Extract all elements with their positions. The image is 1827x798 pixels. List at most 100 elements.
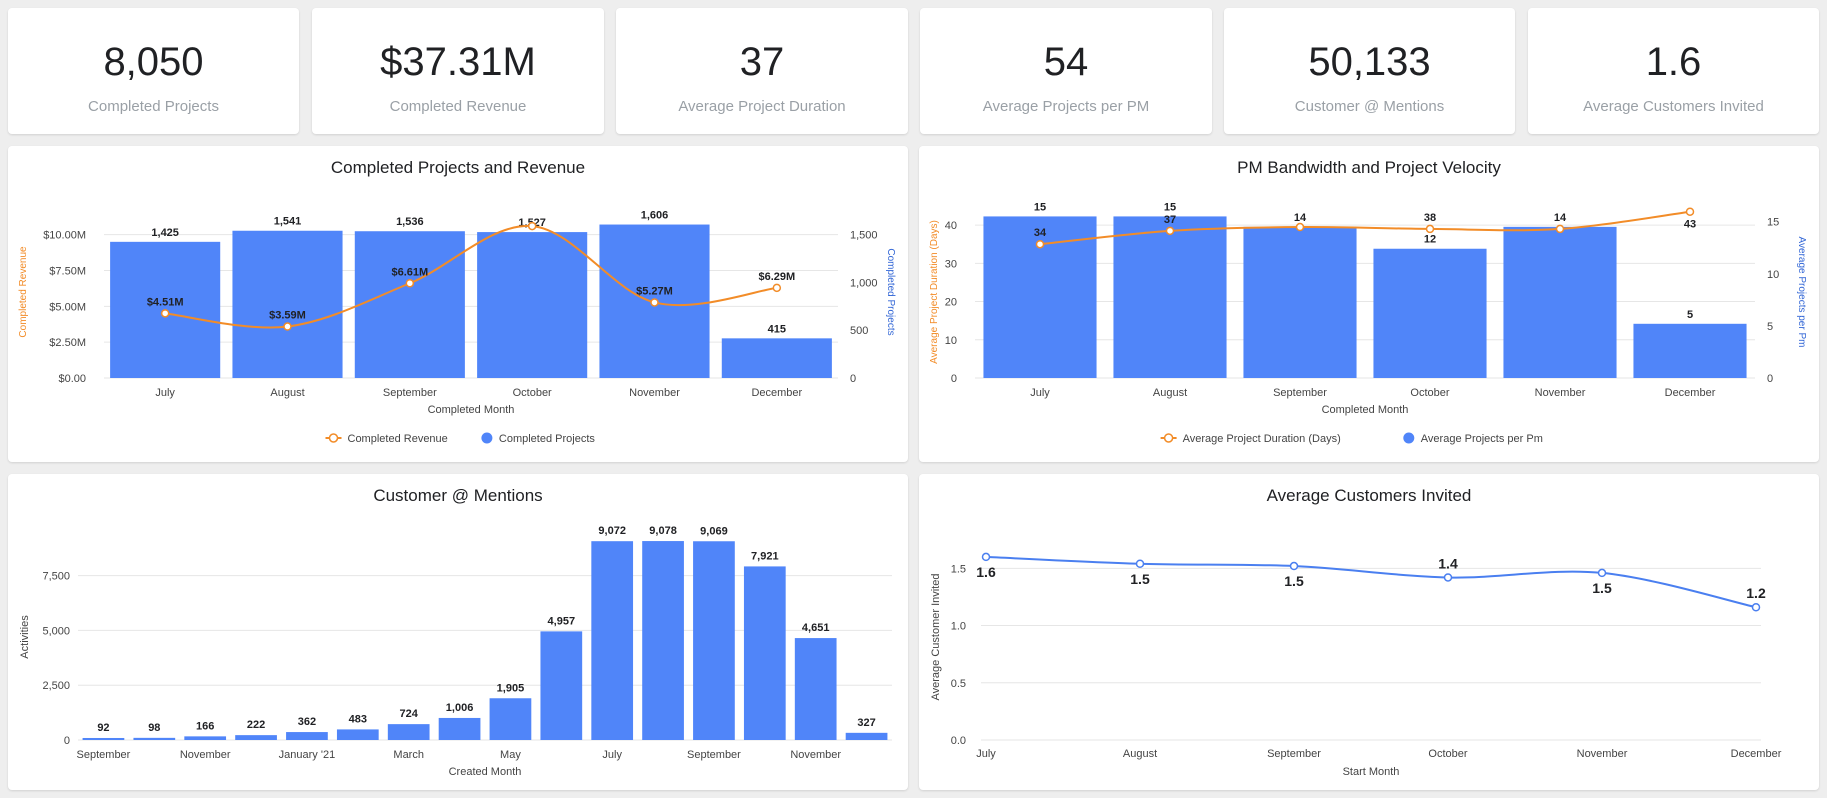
bar — [1243, 226, 1357, 378]
line-data-label: 34 — [1034, 227, 1047, 239]
line-point — [1135, 559, 1145, 569]
y-tick-label-right: 15 — [1767, 217, 1779, 229]
line-data-label: 1.4 — [1438, 555, 1458, 571]
kpi-value: 50,133 — [1308, 40, 1431, 84]
y-tick-label-left: $5.00M — [49, 301, 86, 313]
kpi-card-average-customers-invited: 1.6 Average Customers Invited — [1528, 8, 1819, 134]
y-tick-label-left: $10.00M — [43, 230, 86, 242]
line-point — [1597, 568, 1607, 578]
x-tick-label: November — [1535, 387, 1586, 399]
legend-label: Average Project Duration (Days) — [1183, 433, 1341, 445]
x-tick-label: July — [1030, 387, 1050, 399]
kpi-label: Average Customers Invited — [1583, 98, 1764, 115]
panel-pm-bandwidth: PM Bandwidth and Project Velocity 0 10 20 3… — [919, 146, 1819, 462]
panel-customer-mentions: Customer @ Mentions 0 2,500 5,000 7,500 92 98… — [8, 474, 908, 790]
bar — [693, 541, 735, 740]
x-axis-title: Completed Month — [428, 404, 515, 416]
kpi-value: $37.31M — [380, 40, 536, 84]
line-data-label: 1.5 — [1592, 580, 1612, 596]
y-tick-label-right: 10 — [1767, 269, 1779, 281]
x-tick-label: July — [155, 387, 175, 399]
line-data-label: 1.5 — [1284, 573, 1304, 589]
kpi-card-completed-projects: 8,050 Completed Projects — [8, 8, 299, 134]
bar — [540, 631, 583, 740]
y-axis-title-left: Average Project Duration (Days) — [929, 220, 940, 364]
bar-data-label: 1,905 — [497, 682, 525, 694]
x-tick-label: July — [976, 748, 996, 760]
line-data-label: 1.5 — [1130, 571, 1150, 587]
y-tick-label: 5,000 — [42, 625, 70, 637]
y-tick-label: 1.5 — [951, 563, 966, 575]
bar — [336, 729, 379, 740]
y-tick-label-left: 30 — [945, 258, 957, 270]
x-tick-label: September — [687, 749, 741, 761]
bar-data-label: 1,536 — [396, 216, 424, 228]
chart-pm-bandwidth: 0 10 20 30 40 0 5 10 15 15 July 15 August 14 September… — [929, 201, 1807, 445]
bar-data-label: 9,069 — [700, 525, 728, 537]
kpi-label: Customer @ Mentions — [1294, 98, 1445, 115]
kpi-label: Completed Projects — [88, 98, 219, 115]
bar — [642, 541, 684, 740]
bar-data-label: 415 — [768, 323, 786, 335]
panel-title: Average Customers Invited — [1266, 486, 1472, 505]
kpi-card-average-project-duration: 37 Average Project Duration — [616, 8, 908, 134]
bar-data-label: 98 — [148, 722, 160, 734]
x-tick-label: August — [1123, 748, 1157, 760]
panel-average-customers-invited: Average Customers Invited 0.0 0.5 1.0 1.5 1.… — [919, 474, 1819, 790]
y-tick-label: 0.5 — [951, 678, 966, 690]
bar — [286, 732, 328, 740]
bar — [489, 698, 532, 740]
y-tick-label: 1.0 — [951, 621, 966, 633]
line-point — [1555, 224, 1565, 234]
bar-data-label: 166 — [196, 720, 214, 732]
bar-data-label: 14 — [1294, 212, 1307, 224]
x-tick-label: October — [1410, 387, 1449, 399]
x-tick-label: September — [77, 749, 131, 761]
bar-data-label: 5 — [1687, 309, 1693, 321]
y-tick-label-right: 5 — [1767, 321, 1773, 333]
line-data-label: 1.6 — [976, 564, 996, 580]
x-tick-label: August — [1153, 387, 1187, 399]
bar-data-label: 12 — [1424, 234, 1436, 246]
line-point — [1289, 561, 1299, 571]
x-tick-label: December — [751, 387, 802, 399]
line-point — [160, 309, 170, 318]
line-point — [772, 283, 782, 293]
x-tick-label: January '21 — [279, 749, 336, 761]
legend-dot-icon — [481, 432, 493, 444]
bar — [387, 724, 430, 740]
line-data-label: $4.51M — [147, 296, 184, 308]
kpi-value: 37 — [739, 40, 785, 84]
y-tick-label: 7,500 — [42, 571, 70, 583]
x-tick-label: November — [1577, 748, 1628, 760]
line-data-label: 1.2 — [1746, 585, 1766, 601]
bar — [794, 638, 837, 740]
bar — [1113, 216, 1227, 378]
bar — [1633, 323, 1747, 378]
bar-data-label: 9,072 — [598, 525, 626, 537]
y-tick-label-right: 0 — [1767, 373, 1773, 385]
bar — [354, 231, 465, 378]
x-tick-label: November — [629, 387, 680, 399]
bar — [1373, 248, 1487, 378]
chart-customer-mentions: 0 2,500 5,000 7,500 92 98 166 222 362 483 724 1,006… — [19, 525, 892, 778]
legend-label: Average Projects per Pm — [1421, 433, 1543, 445]
line-data-label: 43 — [1684, 219, 1696, 231]
kpi-card-customer-mentions: 50,133 Customer @ Mentions — [1224, 8, 1515, 134]
y-tick-label-left: 10 — [945, 335, 957, 347]
bar-data-label: 362 — [298, 716, 316, 728]
bar-data-label: 14 — [1554, 212, 1567, 224]
y-tick-label-left: $0.00 — [58, 373, 86, 385]
x-axis-title: Created Month — [449, 766, 522, 778]
x-tick-label: September — [1273, 387, 1327, 399]
legend-label: Completed Projects — [499, 433, 595, 445]
y-tick-label-right: 1,500 — [850, 230, 878, 242]
y-tick-label: 0 — [64, 735, 70, 747]
line-point — [1751, 602, 1761, 612]
bar-data-label: 92 — [97, 722, 109, 734]
bar-data-label: 483 — [349, 713, 367, 725]
line-point — [1425, 224, 1435, 234]
line-data-label: 37 — [1164, 214, 1176, 226]
line-point — [283, 322, 292, 331]
y-tick-label-left: 0 — [951, 373, 957, 385]
